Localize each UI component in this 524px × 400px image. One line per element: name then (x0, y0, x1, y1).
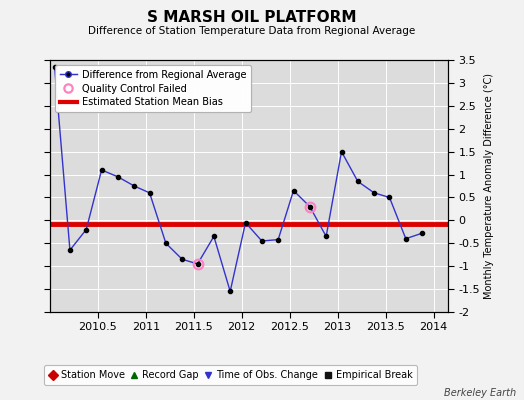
Text: S MARSH OIL PLATFORM: S MARSH OIL PLATFORM (147, 10, 356, 25)
Y-axis label: Monthly Temperature Anomaly Difference (°C): Monthly Temperature Anomaly Difference (… (484, 73, 494, 299)
Legend: Station Move, Record Gap, Time of Obs. Change, Empirical Break: Station Move, Record Gap, Time of Obs. C… (44, 366, 417, 385)
Text: Berkeley Earth: Berkeley Earth (444, 388, 516, 398)
Text: Difference of Station Temperature Data from Regional Average: Difference of Station Temperature Data f… (88, 26, 415, 36)
Legend: Difference from Regional Average, Quality Control Failed, Estimated Station Mean: Difference from Regional Average, Qualit… (54, 65, 251, 112)
